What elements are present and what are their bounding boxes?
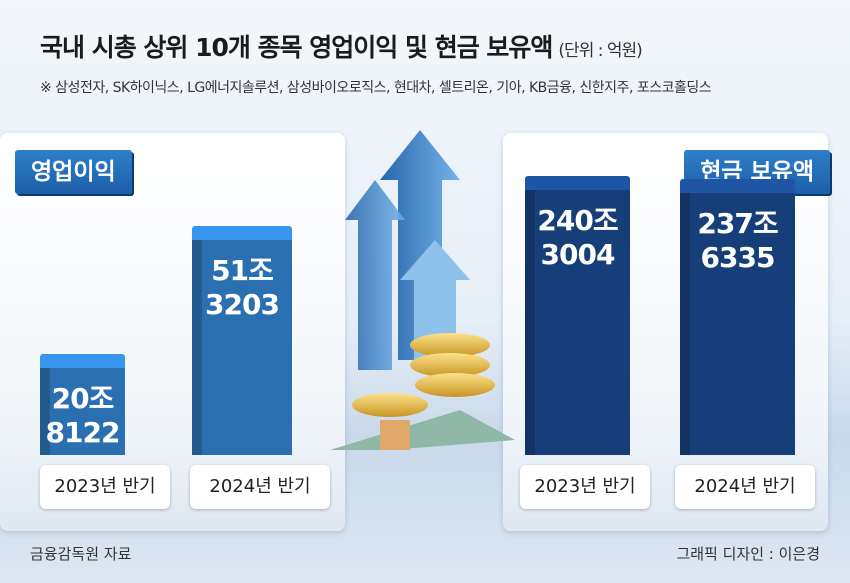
title-line: 국내 시총 상위 10개 종목 영업이익 및 현금 보유액 (단위 : 억원): [40, 28, 643, 64]
source: 금융감독원 자료: [30, 545, 132, 563]
bar: 20조 8122: [40, 367, 125, 455]
bar: 240조 3004: [525, 190, 630, 455]
unit: (단위 : 억원): [558, 41, 642, 61]
category-label: 2023년 반기: [40, 465, 170, 509]
title: 국내 시총 상위 10개 종목 영업이익 및 현금 보유액: [40, 33, 553, 62]
credit: 그래픽 디자인 : 이은경: [676, 545, 820, 563]
value-label: 20조 8122: [45, 381, 121, 449]
bar: 51조 3203: [192, 240, 292, 455]
bar: 237조 6335: [680, 192, 795, 455]
value-label: 237조 6335: [697, 206, 778, 274]
category-label: 2024년 반기: [190, 465, 330, 509]
category-label: 2023년 반기: [520, 465, 650, 509]
value-label: 51조 3203: [205, 254, 280, 321]
chart-title: 영업이익: [15, 150, 132, 194]
category-label: 2024년 반기: [675, 465, 815, 509]
value-label: 240조 3004: [537, 204, 618, 271]
decoration: [330, 130, 515, 450]
note: ※ 삼성전자, SK하이닉스, LG에너지솔루션, 삼성바이오로직스, 현대차,…: [40, 80, 712, 96]
